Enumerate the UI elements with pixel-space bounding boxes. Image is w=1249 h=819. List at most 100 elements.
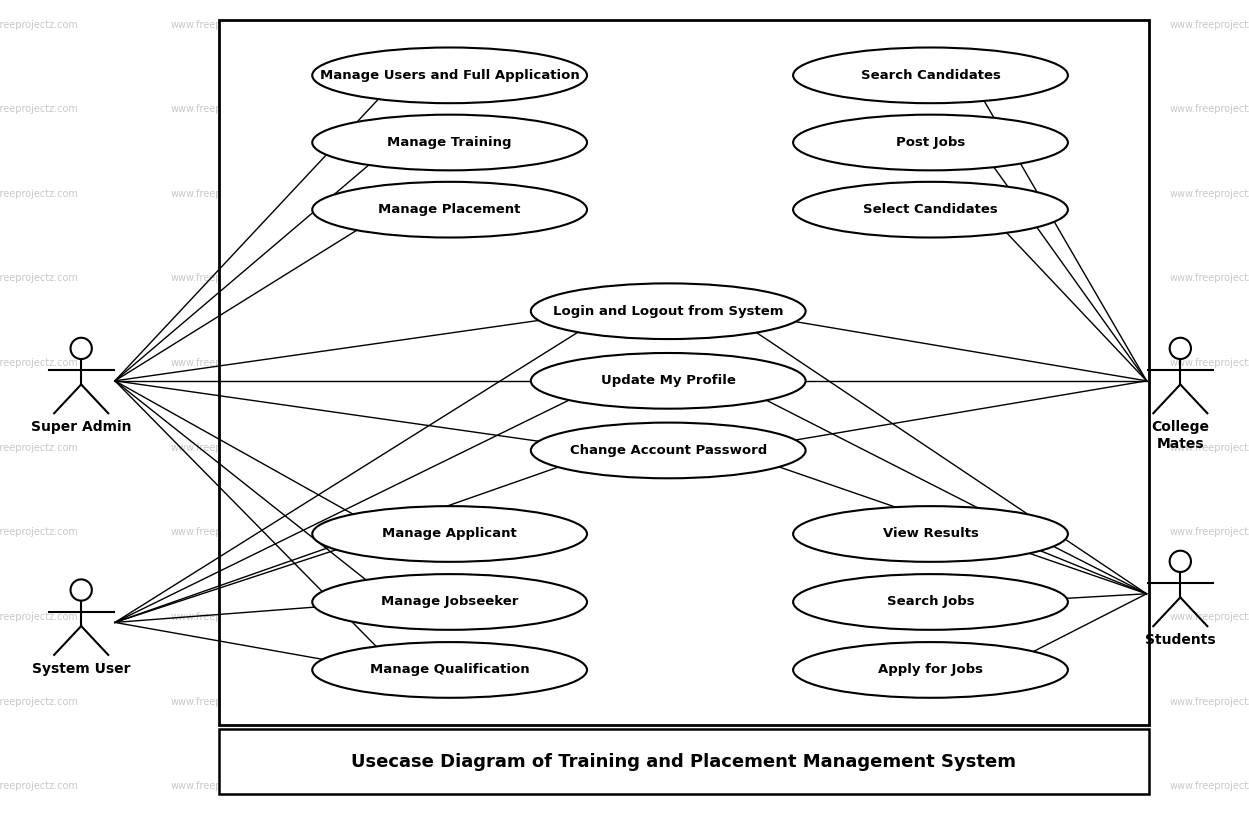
Text: Change Account Password: Change Account Password — [570, 444, 767, 457]
Text: www.freeprojectz.com: www.freeprojectz.com — [371, 697, 478, 707]
Text: www.freeprojectz.com: www.freeprojectz.com — [0, 781, 79, 791]
Text: www.freeprojectz.com: www.freeprojectz.com — [371, 527, 478, 537]
Text: www.freeprojectz.com: www.freeprojectz.com — [171, 527, 279, 537]
Text: Manage Training: Manage Training — [387, 136, 512, 149]
Text: Manage Qualification: Manage Qualification — [370, 663, 530, 676]
Text: www.freeprojectz.com: www.freeprojectz.com — [1170, 104, 1249, 114]
Text: www.freeprojectz.com: www.freeprojectz.com — [970, 358, 1078, 368]
Text: www.freeprojectz.com: www.freeprojectz.com — [1170, 443, 1249, 453]
Ellipse shape — [312, 642, 587, 698]
Text: www.freeprojectz.com: www.freeprojectz.com — [171, 189, 279, 199]
Ellipse shape — [531, 353, 806, 409]
Text: www.freeprojectz.com: www.freeprojectz.com — [771, 781, 878, 791]
Text: www.freeprojectz.com: www.freeprojectz.com — [571, 358, 678, 368]
Text: www.freeprojectz.com: www.freeprojectz.com — [771, 612, 878, 622]
Text: www.freeprojectz.com: www.freeprojectz.com — [571, 697, 678, 707]
Ellipse shape — [312, 115, 587, 170]
Text: www.freeprojectz.com: www.freeprojectz.com — [771, 527, 878, 537]
Text: View Results: View Results — [883, 527, 978, 541]
Text: www.freeprojectz.com: www.freeprojectz.com — [970, 697, 1078, 707]
Text: Manage Placement: Manage Placement — [378, 203, 521, 216]
Text: www.freeprojectz.com: www.freeprojectz.com — [171, 781, 279, 791]
Text: www.freeprojectz.com: www.freeprojectz.com — [970, 781, 1078, 791]
Text: www.freeprojectz.com: www.freeprojectz.com — [1170, 781, 1249, 791]
Text: www.freeprojectz.com: www.freeprojectz.com — [571, 781, 678, 791]
Text: www.freeprojectz.com: www.freeprojectz.com — [970, 527, 1078, 537]
Text: www.freeprojectz.com: www.freeprojectz.com — [571, 20, 678, 29]
Ellipse shape — [312, 574, 587, 630]
Text: College
Mates: College Mates — [1152, 420, 1209, 450]
Text: www.freeprojectz.com: www.freeprojectz.com — [0, 697, 79, 707]
Text: www.freeprojectz.com: www.freeprojectz.com — [771, 189, 878, 199]
Text: Select Candidates: Select Candidates — [863, 203, 998, 216]
Ellipse shape — [312, 506, 587, 562]
Text: System User: System User — [32, 662, 130, 676]
Text: Apply for Jobs: Apply for Jobs — [878, 663, 983, 676]
Text: www.freeprojectz.com: www.freeprojectz.com — [371, 189, 478, 199]
Text: www.freeprojectz.com: www.freeprojectz.com — [771, 358, 878, 368]
Text: www.freeprojectz.com: www.freeprojectz.com — [0, 358, 79, 368]
Text: www.freeprojectz.com: www.freeprojectz.com — [970, 612, 1078, 622]
Text: www.freeprojectz.com: www.freeprojectz.com — [771, 104, 878, 114]
Ellipse shape — [793, 48, 1068, 103]
Text: www.freeprojectz.com: www.freeprojectz.com — [171, 612, 279, 622]
Text: www.freeprojectz.com: www.freeprojectz.com — [0, 20, 79, 29]
Text: Search Candidates: Search Candidates — [861, 69, 1000, 82]
Text: Manage Applicant: Manage Applicant — [382, 527, 517, 541]
Text: www.freeprojectz.com: www.freeprojectz.com — [970, 104, 1078, 114]
Text: www.freeprojectz.com: www.freeprojectz.com — [970, 274, 1078, 283]
Text: Usecase Diagram of Training and Placement Management System: Usecase Diagram of Training and Placemen… — [351, 753, 1017, 771]
Text: www.freeprojectz.com: www.freeprojectz.com — [171, 104, 279, 114]
Text: www.freeprojectz.com: www.freeprojectz.com — [371, 781, 478, 791]
Ellipse shape — [793, 182, 1068, 238]
Text: Login and Logout from System: Login and Logout from System — [553, 305, 783, 318]
Text: www.freeprojectz.com: www.freeprojectz.com — [0, 527, 79, 537]
Text: www.freeprojectz.com: www.freeprojectz.com — [571, 274, 678, 283]
Text: www.freeprojectz.com: www.freeprojectz.com — [0, 274, 79, 283]
Text: Post Jobs: Post Jobs — [896, 136, 965, 149]
Text: www.freeprojectz.com: www.freeprojectz.com — [0, 189, 79, 199]
Ellipse shape — [793, 506, 1068, 562]
Text: Super Admin: Super Admin — [31, 420, 131, 434]
Text: Manage Users and Full Application: Manage Users and Full Application — [320, 69, 580, 82]
Text: www.freeprojectz.com: www.freeprojectz.com — [1170, 189, 1249, 199]
Text: www.freeprojectz.com: www.freeprojectz.com — [771, 20, 878, 29]
Text: www.freeprojectz.com: www.freeprojectz.com — [371, 104, 478, 114]
Text: www.freeprojectz.com: www.freeprojectz.com — [1170, 697, 1249, 707]
Bar — [219, 729, 1149, 794]
Text: www.freeprojectz.com: www.freeprojectz.com — [771, 697, 878, 707]
Text: www.freeprojectz.com: www.freeprojectz.com — [171, 443, 279, 453]
Text: www.freeprojectz.com: www.freeprojectz.com — [970, 20, 1078, 29]
Text: Search Jobs: Search Jobs — [887, 595, 974, 609]
Text: www.freeprojectz.com: www.freeprojectz.com — [0, 612, 79, 622]
Text: www.freeprojectz.com: www.freeprojectz.com — [0, 443, 79, 453]
Text: www.freeprojectz.com: www.freeprojectz.com — [171, 697, 279, 707]
Text: www.freeprojectz.com: www.freeprojectz.com — [1170, 527, 1249, 537]
Text: www.freeprojectz.com: www.freeprojectz.com — [171, 358, 279, 368]
Text: www.freeprojectz.com: www.freeprojectz.com — [771, 443, 878, 453]
Text: Manage Jobseeker: Manage Jobseeker — [381, 595, 518, 609]
Text: Students: Students — [1145, 633, 1215, 647]
Text: www.freeprojectz.com: www.freeprojectz.com — [1170, 612, 1249, 622]
Text: www.freeprojectz.com: www.freeprojectz.com — [970, 189, 1078, 199]
Text: www.freeprojectz.com: www.freeprojectz.com — [371, 612, 478, 622]
Bar — [219, 20, 1149, 725]
Ellipse shape — [531, 283, 806, 339]
Text: www.freeprojectz.com: www.freeprojectz.com — [571, 104, 678, 114]
Ellipse shape — [531, 423, 806, 478]
Ellipse shape — [793, 574, 1068, 630]
Ellipse shape — [793, 642, 1068, 698]
Text: www.freeprojectz.com: www.freeprojectz.com — [571, 527, 678, 537]
Text: www.freeprojectz.com: www.freeprojectz.com — [1170, 274, 1249, 283]
Ellipse shape — [312, 182, 587, 238]
Text: www.freeprojectz.com: www.freeprojectz.com — [571, 443, 678, 453]
Text: Update My Profile: Update My Profile — [601, 374, 736, 387]
Text: www.freeprojectz.com: www.freeprojectz.com — [1170, 20, 1249, 29]
Text: www.freeprojectz.com: www.freeprojectz.com — [171, 274, 279, 283]
Text: www.freeprojectz.com: www.freeprojectz.com — [571, 189, 678, 199]
Text: www.freeprojectz.com: www.freeprojectz.com — [571, 612, 678, 622]
Text: www.freeprojectz.com: www.freeprojectz.com — [0, 104, 79, 114]
Text: www.freeprojectz.com: www.freeprojectz.com — [371, 274, 478, 283]
Text: www.freeprojectz.com: www.freeprojectz.com — [970, 443, 1078, 453]
Text: www.freeprojectz.com: www.freeprojectz.com — [371, 358, 478, 368]
